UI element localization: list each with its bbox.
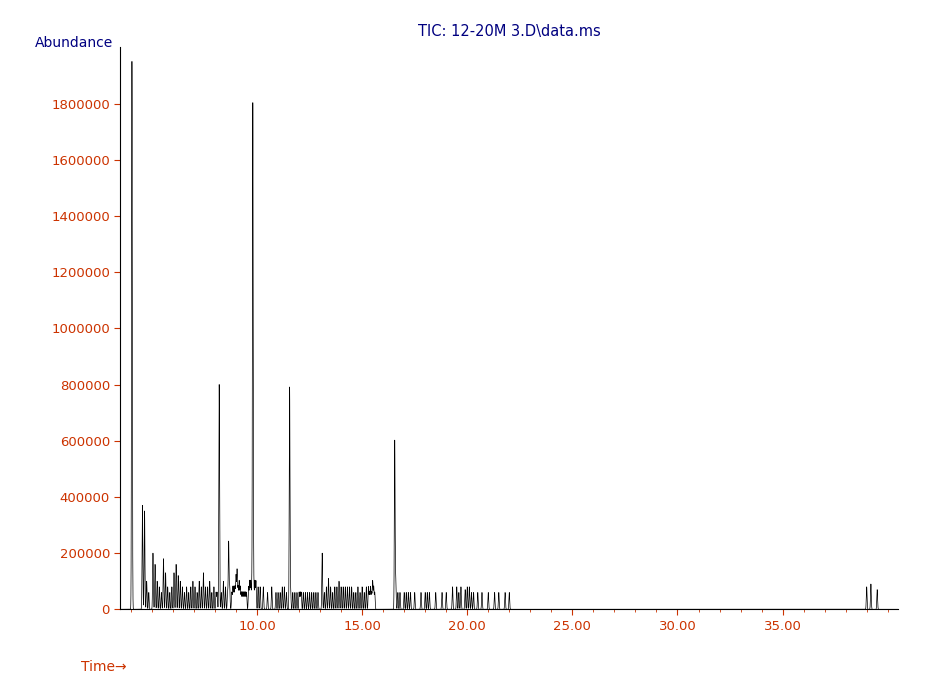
Text: Time→: Time→ bbox=[81, 660, 127, 674]
Text: Abundance: Abundance bbox=[35, 36, 113, 50]
Title: TIC: 12-20M 3.D\data.ms: TIC: 12-20M 3.D\data.ms bbox=[418, 24, 601, 39]
